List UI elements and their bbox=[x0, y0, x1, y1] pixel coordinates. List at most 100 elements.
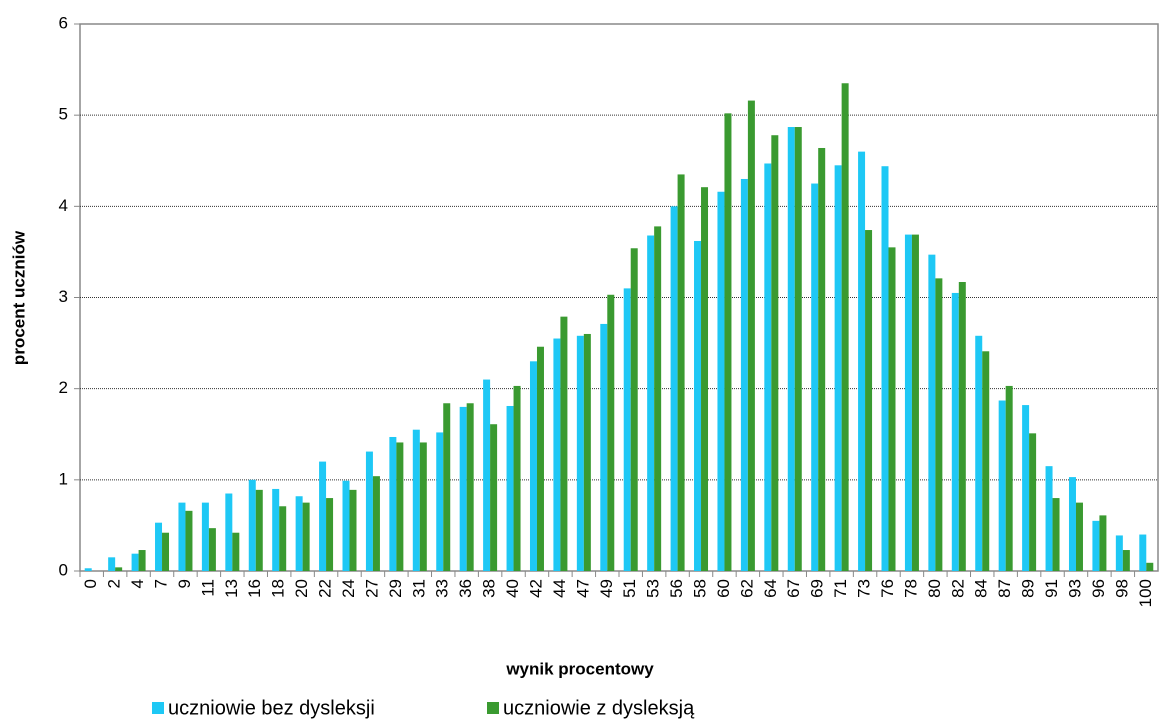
x-tick-label: 56 bbox=[667, 579, 686, 598]
bar bbox=[272, 488, 280, 571]
bar bbox=[583, 333, 591, 571]
bar bbox=[951, 292, 959, 571]
bar bbox=[255, 489, 263, 571]
bar bbox=[389, 436, 397, 571]
bar bbox=[904, 234, 912, 571]
bar bbox=[513, 385, 521, 571]
x-tick-label: 58 bbox=[691, 579, 710, 598]
bar bbox=[787, 127, 795, 571]
bar bbox=[108, 557, 116, 571]
bar bbox=[162, 532, 170, 571]
bar bbox=[1092, 520, 1100, 571]
bar bbox=[928, 254, 936, 571]
bar bbox=[185, 510, 193, 571]
x-tick-label: 4 bbox=[128, 579, 147, 588]
bar bbox=[1075, 502, 1083, 571]
x-tick-label: 80 bbox=[925, 579, 944, 598]
x-tick-label: 38 bbox=[480, 579, 499, 598]
bar bbox=[466, 403, 474, 571]
bar bbox=[740, 178, 748, 571]
x-tick-label: 96 bbox=[1089, 579, 1108, 598]
x-tick-label: 51 bbox=[620, 579, 639, 598]
bar bbox=[342, 480, 350, 571]
bar bbox=[1122, 550, 1130, 571]
x-tick-label: 18 bbox=[269, 579, 288, 598]
bar bbox=[529, 361, 537, 571]
bar bbox=[295, 496, 303, 571]
bar bbox=[1139, 534, 1147, 571]
bar bbox=[490, 424, 498, 571]
bar bbox=[724, 113, 732, 572]
bar bbox=[302, 502, 310, 571]
bar bbox=[701, 187, 709, 571]
bar bbox=[576, 335, 584, 571]
x-tick-label: 78 bbox=[901, 579, 920, 598]
bar bbox=[1052, 498, 1060, 571]
bar bbox=[443, 403, 451, 571]
bar bbox=[232, 532, 240, 571]
bar bbox=[1045, 466, 1053, 571]
bar bbox=[654, 226, 662, 571]
bar bbox=[225, 493, 233, 571]
bar bbox=[178, 502, 186, 571]
x-tick-label: 82 bbox=[948, 579, 967, 598]
x-tick-label: 13 bbox=[222, 579, 241, 598]
bar bbox=[865, 230, 873, 571]
bar bbox=[1099, 515, 1107, 571]
x-tick-label: 20 bbox=[292, 579, 311, 598]
bar bbox=[818, 147, 826, 571]
bar bbox=[794, 127, 802, 571]
legend-swatch bbox=[487, 702, 499, 714]
legend-label: uczniowie z dysleksją bbox=[503, 697, 695, 719]
bar bbox=[560, 316, 568, 571]
bar bbox=[1146, 562, 1154, 571]
bar bbox=[319, 461, 327, 571]
bar bbox=[138, 550, 146, 571]
bar bbox=[600, 323, 608, 571]
x-tick-label: 67 bbox=[784, 579, 803, 598]
bar bbox=[1005, 385, 1013, 571]
x-tick-label: 73 bbox=[855, 579, 874, 598]
bar bbox=[1029, 433, 1037, 571]
y-tick-label: 1 bbox=[59, 469, 68, 488]
bar bbox=[858, 151, 866, 571]
y-tick-label: 3 bbox=[59, 287, 68, 306]
legend-swatch bbox=[152, 702, 164, 714]
bar bbox=[935, 278, 943, 571]
x-tick-label: 24 bbox=[339, 579, 358, 598]
bar bbox=[811, 183, 819, 571]
x-tick-label: 29 bbox=[386, 579, 405, 598]
bar bbox=[1068, 477, 1076, 571]
x-tick-label: 33 bbox=[433, 579, 452, 598]
bar bbox=[958, 282, 966, 571]
bar bbox=[326, 498, 334, 571]
bar bbox=[834, 165, 842, 571]
x-tick-label: 60 bbox=[714, 579, 733, 598]
bar bbox=[888, 247, 896, 571]
x-tick-label: 7 bbox=[152, 579, 171, 588]
x-tick-label: 93 bbox=[1065, 579, 1084, 598]
x-tick-label: 49 bbox=[597, 579, 616, 598]
bar bbox=[911, 234, 919, 571]
bar bbox=[670, 206, 678, 572]
bar bbox=[372, 476, 380, 571]
bar bbox=[536, 346, 544, 571]
legend-label: uczniowie bez dysleksji bbox=[168, 697, 375, 719]
y-tick-label: 4 bbox=[59, 196, 68, 215]
bar bbox=[881, 166, 889, 571]
bar bbox=[483, 379, 491, 571]
x-tick-label: 16 bbox=[245, 579, 264, 598]
bar bbox=[717, 191, 725, 571]
bar bbox=[349, 489, 357, 571]
x-tick-label: 69 bbox=[808, 579, 827, 598]
bar bbox=[1022, 405, 1030, 571]
bar bbox=[677, 174, 685, 572]
x-tick-label: 0 bbox=[81, 579, 100, 588]
bar bbox=[764, 163, 772, 572]
y-tick-label: 2 bbox=[59, 378, 68, 397]
bar bbox=[208, 528, 216, 571]
bar bbox=[841, 83, 849, 571]
bar bbox=[84, 568, 92, 571]
bar bbox=[115, 567, 123, 571]
bar bbox=[396, 442, 404, 571]
